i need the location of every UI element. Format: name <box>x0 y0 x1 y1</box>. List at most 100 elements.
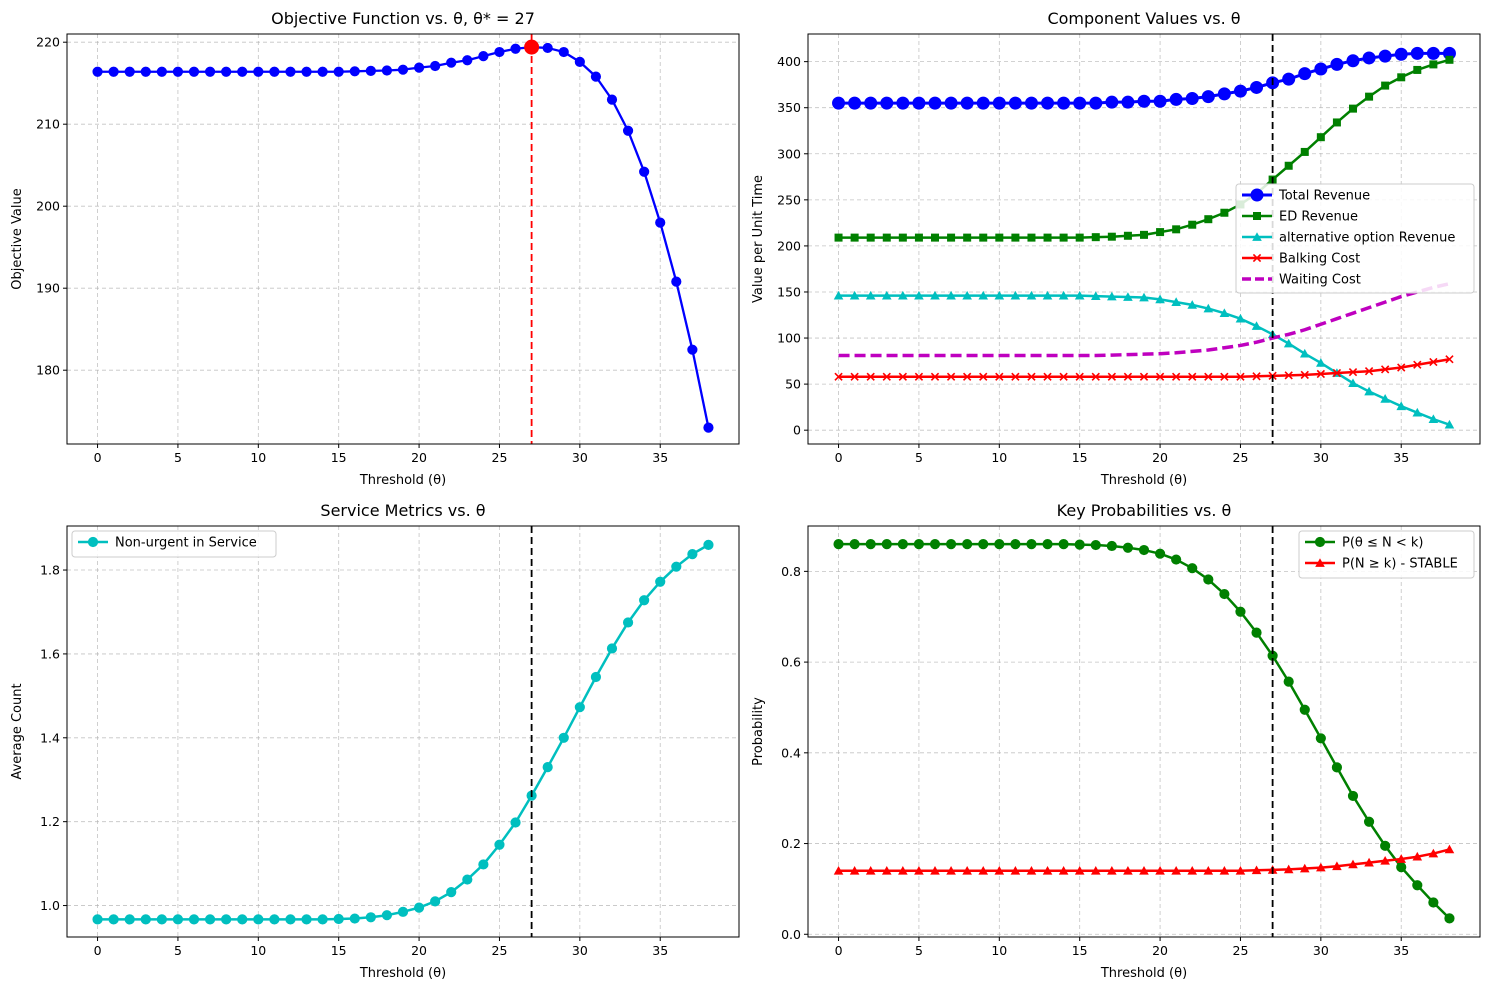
data-point <box>1410 46 1424 60</box>
data-point <box>1428 414 1439 423</box>
data-point <box>1041 96 1055 110</box>
y-tick-label: 100 <box>777 331 801 346</box>
axes-frame <box>66 33 740 445</box>
legend-label: Balking Cost <box>1279 252 1360 267</box>
y-tick-label: 250 <box>777 192 801 207</box>
data-point <box>1075 233 1084 242</box>
y-tick-label: 400 <box>777 54 801 69</box>
data-point <box>1043 233 1052 242</box>
data-point <box>140 66 151 77</box>
series-line-alternative-option-revenue <box>838 294 1450 426</box>
data-point <box>865 539 876 550</box>
data-point <box>317 914 328 925</box>
data-point <box>947 233 956 242</box>
data-point <box>929 539 941 550</box>
data-point <box>1429 60 1438 69</box>
chart-probabilities: 0 5 10 15 20 25 30 35 0.0 0.2 0.4 0.6 0.8 Key Probabi… <box>751 501 1481 981</box>
data-point <box>542 762 553 773</box>
data-point <box>1429 357 1438 367</box>
data-point <box>1121 95 1135 109</box>
data-point <box>1283 864 1294 874</box>
data-point <box>880 96 894 110</box>
data-point <box>156 914 167 925</box>
x-tick-label: 5 <box>915 450 923 465</box>
data-point <box>574 56 585 67</box>
y-tick-label: 180 <box>36 363 60 378</box>
data-point <box>994 539 1005 550</box>
data-point <box>962 290 972 300</box>
data-point <box>1042 539 1053 550</box>
x-tick-label: 10 <box>991 450 1007 465</box>
data-point <box>108 914 119 925</box>
data-point <box>1090 291 1101 300</box>
data-point <box>865 865 876 875</box>
data-point <box>1315 733 1326 744</box>
data-point <box>1123 292 1133 301</box>
x-tick-label: 20 <box>1152 943 1168 958</box>
data-point <box>995 372 1004 381</box>
data-point <box>381 65 393 76</box>
data-point <box>979 233 988 242</box>
data-point <box>1397 363 1406 372</box>
data-point <box>1171 554 1182 565</box>
data-point <box>1299 348 1310 358</box>
data-point <box>1024 96 1038 110</box>
data-point <box>913 539 925 550</box>
data-point <box>1089 96 1103 110</box>
data-point <box>978 290 989 300</box>
data-point <box>1171 297 1181 306</box>
data-point <box>1156 228 1165 237</box>
data-point <box>1332 368 1342 378</box>
data-point <box>1284 161 1293 170</box>
chart-title: Key Probabilities vs. θ <box>1057 501 1232 520</box>
x-tick-label: 35 <box>1393 943 1409 958</box>
data-point <box>1058 865 1069 875</box>
x-tick-label: 10 <box>250 450 266 465</box>
data-point <box>1203 865 1214 875</box>
data-point <box>1330 57 1344 71</box>
data-point <box>1027 372 1036 381</box>
x-tick-label: 15 <box>1072 943 1088 958</box>
data-point <box>333 66 344 77</box>
x-tick-label: 0 <box>94 943 102 958</box>
data-point <box>1010 290 1021 300</box>
data-point <box>1347 790 1359 802</box>
data-point <box>1090 539 1101 551</box>
chart-title: Objective Function vs. θ, θ* = 27 <box>271 9 535 28</box>
data-point <box>1362 51 1376 65</box>
data-point <box>1204 215 1213 224</box>
data-point <box>1331 762 1343 773</box>
y-axis-label: Probability <box>751 697 766 766</box>
legend-marker <box>1253 212 1261 220</box>
data-point <box>1008 96 1022 110</box>
x-tick-label: 20 <box>411 943 427 958</box>
data-point <box>1123 865 1133 875</box>
x-tick-label: 30 <box>572 450 588 465</box>
plot-area <box>833 539 1455 924</box>
data-point <box>1059 372 1068 381</box>
data-point <box>914 865 924 875</box>
data-point <box>703 422 714 433</box>
data-point <box>931 233 940 242</box>
data-point <box>1251 627 1262 638</box>
data-point <box>897 539 908 550</box>
legend-label: alternative option Revenue <box>1279 231 1455 246</box>
data-point <box>898 372 908 381</box>
data-point <box>1396 401 1407 411</box>
data-point <box>944 96 958 110</box>
data-point <box>639 595 650 606</box>
axes-frame <box>807 525 1481 938</box>
chart-title: Component Values vs. θ <box>1047 9 1240 28</box>
data-point <box>930 865 940 875</box>
data-point <box>1380 855 1390 865</box>
y-tick-label: 0.0 <box>781 927 801 942</box>
data-point <box>542 42 553 54</box>
data-point <box>1426 46 1440 60</box>
data-point <box>866 372 875 381</box>
data-point <box>1187 300 1198 309</box>
data-point <box>301 914 312 925</box>
y-tick-label: 220 <box>36 35 60 50</box>
legend-box <box>1235 183 1475 294</box>
data-point <box>1316 369 1326 379</box>
data-point <box>881 865 892 875</box>
